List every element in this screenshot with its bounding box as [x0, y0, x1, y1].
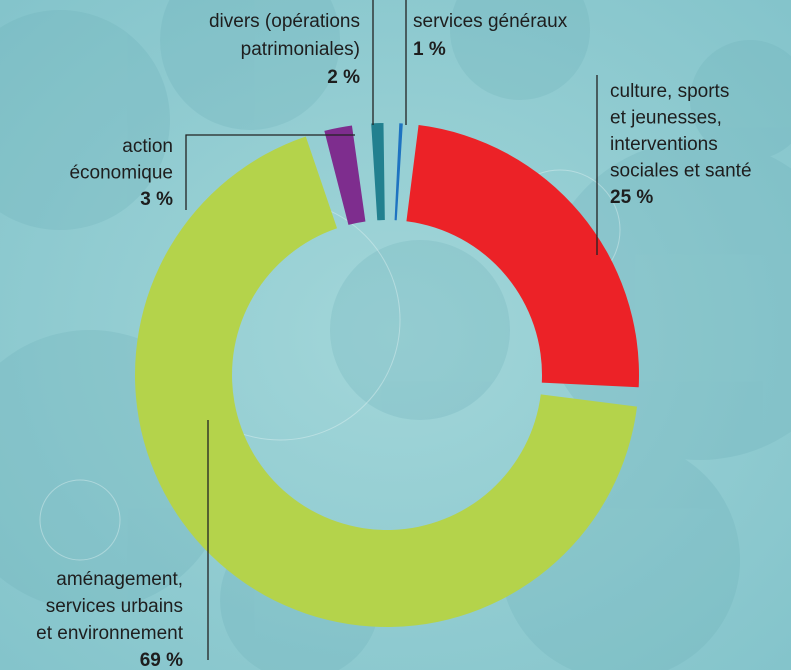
category-label: aménagement, services urbains et environne…	[36, 569, 184, 644]
category-label: culture, sports et jeunesses, intervention…	[610, 81, 752, 182]
value-label: 2 %	[327, 67, 360, 88]
donut-segment	[134, 136, 638, 627]
value-label: 1 %	[413, 39, 446, 60]
category-label: services généraux	[413, 11, 568, 32]
donut-segment	[394, 123, 403, 221]
donut-segment	[371, 123, 385, 221]
donut-segment	[324, 125, 366, 225]
value-label: 69 %	[140, 650, 183, 670]
category-label: divers (opérations patrimoniales)	[209, 11, 360, 60]
category-label: action économique	[69, 136, 173, 184]
value-label: 25 %	[610, 187, 653, 208]
leader-line	[185, 134, 355, 210]
donut-segment	[406, 124, 639, 388]
value-label: 3 %	[140, 189, 173, 210]
